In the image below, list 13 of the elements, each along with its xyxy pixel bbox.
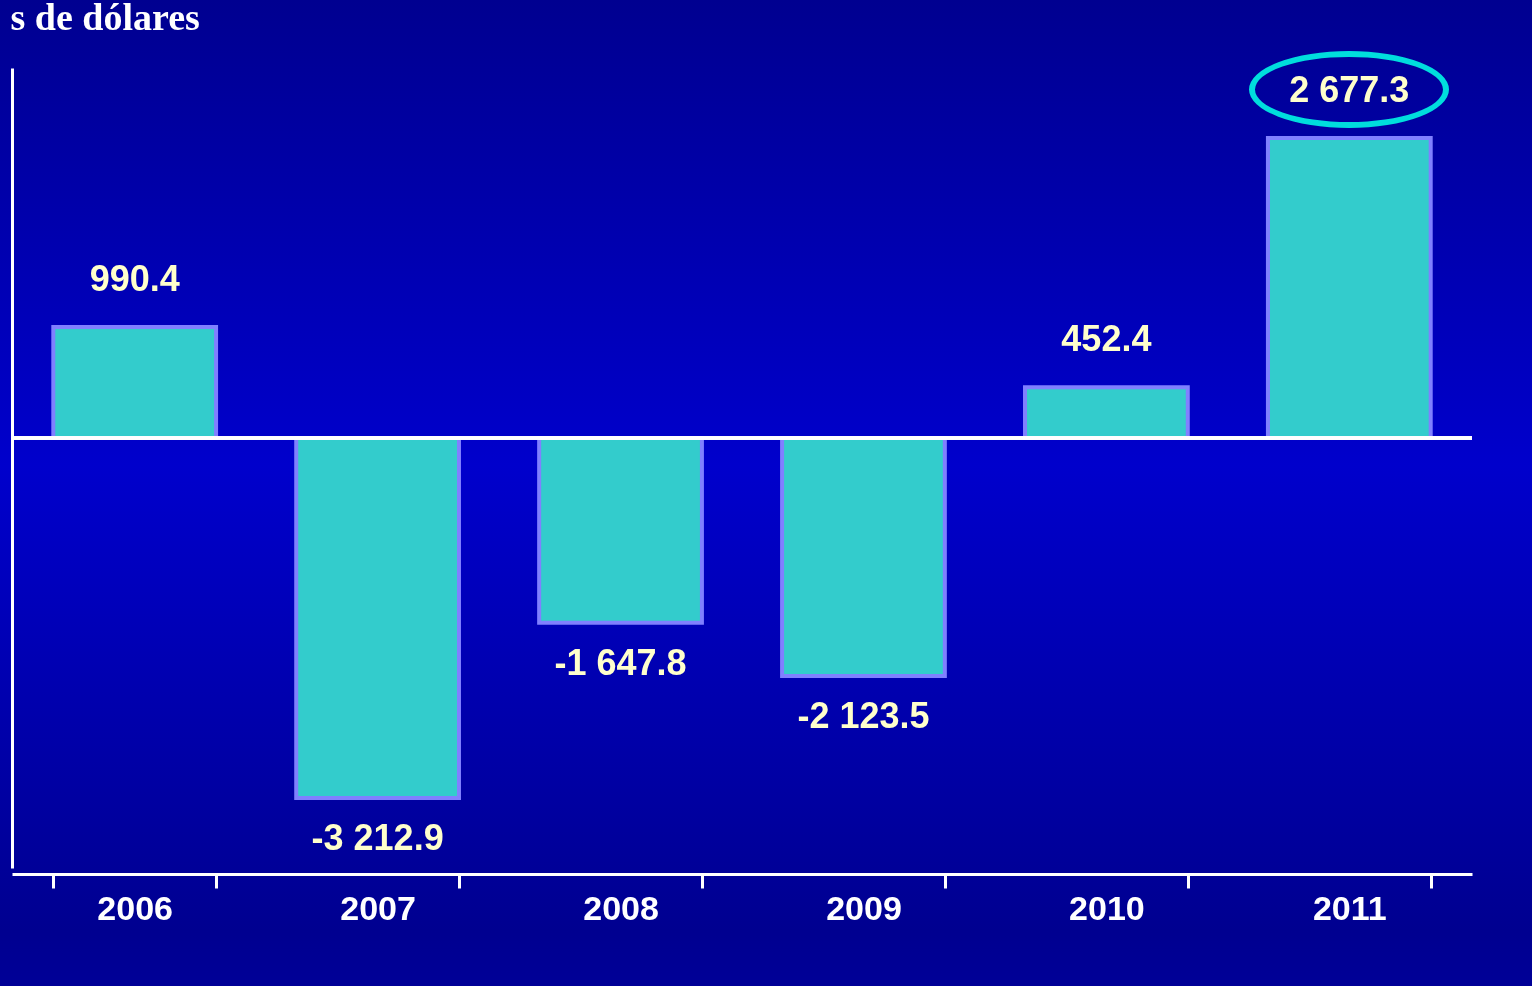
data-label: 2 677.3 xyxy=(1289,69,1410,110)
data-label: -1 647.8 xyxy=(554,641,687,683)
data-label: 452.4 xyxy=(1061,318,1152,360)
x-tick-label: 2009 xyxy=(826,888,902,927)
data-label: 990.4 xyxy=(89,258,180,300)
data-label: -3 212.9 xyxy=(311,817,444,858)
data-label: -2 123.5 xyxy=(797,694,930,736)
x-tick-label: 2008 xyxy=(583,888,659,927)
x-tick-label: 2006 xyxy=(97,888,173,927)
chart-title: s de dólares xyxy=(10,0,200,38)
x-tick-label: 2010 xyxy=(1069,888,1145,927)
x-tick-label: 2011 xyxy=(1312,888,1387,927)
x-tick-label: 2007 xyxy=(340,888,416,927)
